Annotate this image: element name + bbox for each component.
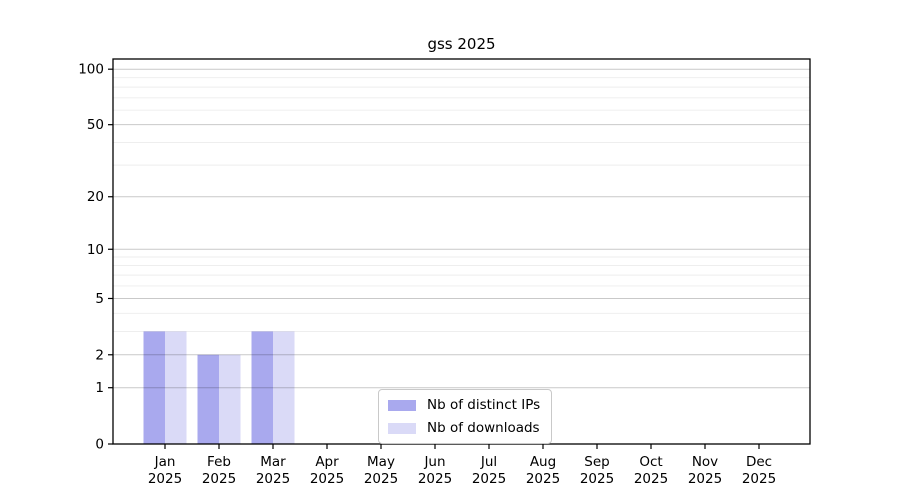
x-tick-label-month: May (367, 454, 395, 470)
x-tick-label-year: 2025 (580, 471, 614, 487)
legend-swatch-downloads (388, 422, 416, 434)
y-tick-label: 50 (87, 117, 104, 133)
bar-jan-distinct-ips (143, 331, 165, 444)
chart-title: gss 2025 (427, 35, 496, 53)
y-tick-label: 0 (95, 437, 104, 453)
x-tick-label-year: 2025 (742, 471, 776, 487)
bar-feb-distinct-ips (197, 354, 219, 444)
x-tick-label-month: Nov (692, 454, 718, 470)
x-tick-label-year: 2025 (634, 471, 668, 487)
legend-item-downloads: Nb of downloads (388, 420, 540, 436)
bar-jan-downloads (165, 331, 187, 444)
x-tick-label-year: 2025 (202, 471, 236, 487)
legend: Nb of distinct IPs Nb of downloads (378, 389, 553, 444)
legend-swatch-distinct-ips (388, 399, 416, 411)
x-tick-label-month: Aug (530, 454, 556, 470)
y-tick-label: 100 (78, 62, 104, 78)
x-tick-label-year: 2025 (256, 471, 290, 487)
legend-label-downloads: Nb of downloads (427, 420, 540, 436)
plot-border (112, 58, 811, 445)
x-tick-label-year: 2025 (418, 471, 452, 487)
x-tick-label-year: 2025 (310, 471, 344, 487)
x-tick-label-year: 2025 (472, 471, 506, 487)
x-tick-label-month: Mar (260, 454, 286, 470)
y-tick-label: 5 (95, 291, 104, 307)
y-tick-label: 1 (95, 380, 104, 396)
x-tick-label-month: Sep (584, 454, 609, 470)
x-tick-label-month: Jan (154, 454, 176, 470)
x-tick-label-month: Apr (315, 454, 339, 470)
x-tick-label-month: Jun (423, 454, 445, 470)
x-tick-label-month: Dec (746, 454, 772, 470)
x-tick-label-month: Oct (639, 454, 662, 470)
x-tick-label-year: 2025 (526, 471, 560, 487)
x-tick-label-year: 2025 (688, 471, 722, 487)
y-tick-label: 20 (87, 189, 104, 205)
x-tick-label-month: Feb (207, 454, 231, 470)
bar-mar-distinct-ips (251, 331, 273, 444)
bar-mar-downloads (273, 331, 295, 444)
legend-label-distinct-ips: Nb of distinct IPs (427, 397, 541, 413)
x-tick-label-month: Jul (480, 454, 497, 470)
y-tick-label: 2 (95, 347, 104, 363)
bar-feb-downloads (219, 354, 241, 444)
x-tick-label-year: 2025 (148, 471, 182, 487)
y-tick-label: 10 (87, 242, 104, 258)
x-tick-label-year: 2025 (364, 471, 398, 487)
legend-item-distinct-ips: Nb of distinct IPs (388, 397, 540, 413)
